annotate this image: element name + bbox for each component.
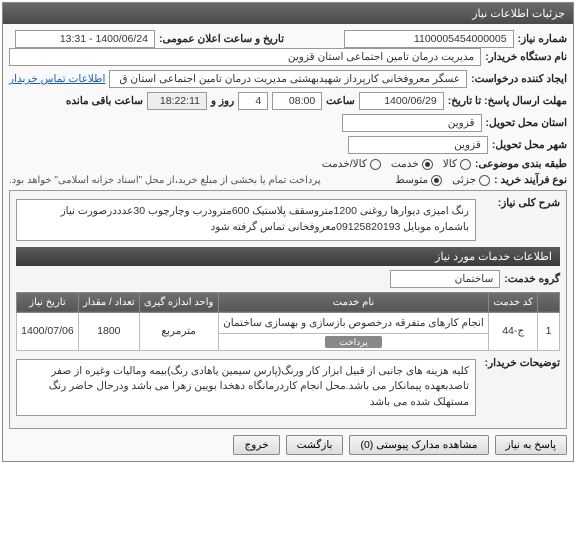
row-buyer-org: نام دستگاه خریدار: مدیریت درمان تامین اج…	[9, 48, 567, 66]
th-qty: تعداد / مقدار	[78, 292, 139, 312]
radio-kala-label: کالا	[443, 158, 457, 170]
radio-khadamat-label: خدمت	[391, 158, 419, 170]
service-group-label: گروه خدمت:	[504, 273, 560, 285]
delivery-province-field: قزوین	[342, 114, 482, 132]
requester-label: ایجاد کننده درخواست:	[471, 73, 567, 85]
exit-button[interactable]: خروج	[233, 435, 279, 455]
cell-prepay: پرداخت	[218, 333, 489, 350]
table-row: 1 ج-44 انجام کارهای متفرقه درخصوص بازساز…	[17, 312, 560, 333]
day-field: 4	[238, 92, 268, 110]
details-panel: جزئیات اطلاعات نیاز شماره نیاز: 11000054…	[2, 2, 574, 462]
table-header-row: کد خدمت نام خدمت واحد اندازه گیری تعداد …	[17, 292, 560, 312]
remain-time-field: 18:22:11	[147, 92, 207, 110]
panel-body: شماره نیاز: 1100005454000005 تاریخ و ساع…	[3, 24, 573, 461]
deadline-date-field: 1400/06/29	[359, 92, 444, 110]
row-subject-type: طبقه بندی موضوعی: کالا خدمت کالا/خدمت	[9, 158, 567, 170]
th-code: کد خدمت	[489, 292, 538, 312]
button-row: پاسخ به نیاز مشاهده مدارک پیوستی (0) باز…	[9, 435, 567, 455]
cell-code: ج-44	[489, 312, 538, 350]
th-date: تاریخ نیاز	[17, 292, 79, 312]
deadline-label: مهلت ارسال پاسخ: تا تاریخ:	[448, 95, 567, 107]
radio-mosavi[interactable]: کالا/خدمت	[322, 158, 381, 170]
subject-type-label: طبقه بندی موضوعی:	[475, 158, 567, 170]
row-delivery-city: شهر محل تحویل: قزوین	[9, 136, 567, 154]
buyer-org-field: مدیریت درمان تامین اجتماعی استان قزوین	[9, 48, 481, 66]
time-label: ساعت	[326, 95, 355, 107]
buyer-contact-link[interactable]: اطلاعات تماس خریدار	[9, 73, 105, 85]
row-delivery-province: استان محل تحویل: قزوین	[9, 114, 567, 132]
attachments-button[interactable]: مشاهده مدارک پیوستی (0)	[349, 435, 488, 455]
services-table: کد خدمت نام خدمت واحد اندازه گیری تعداد …	[16, 292, 560, 351]
row-service-group: گروه خدمت: ساختمان	[16, 270, 560, 288]
time-field: 08:00	[272, 92, 322, 110]
th-num	[538, 292, 560, 312]
radio-mosavi-label: کالا/خدمت	[322, 158, 367, 170]
buyer-notes-box: کلیه هزینه های جانبی از قبیل ابزار کار و…	[16, 359, 476, 416]
services-section-head: اطلاعات خدمات مورد نیاز	[16, 247, 560, 266]
delivery-province-label: استان محل تحویل:	[486, 117, 567, 129]
cell-qty: 1800	[78, 312, 139, 350]
reply-button[interactable]: پاسخ به نیاز	[495, 435, 567, 455]
cell-num: 1	[538, 312, 560, 350]
buyer-org-label: نام دستگاه خریدار:	[485, 51, 567, 63]
radio-kala[interactable]: کالا	[443, 158, 471, 170]
radio-jozei-label: جزئی	[452, 174, 476, 186]
remain-label: ساعت باقی مانده	[66, 95, 143, 107]
radio-khadamat[interactable]: خدمت	[391, 158, 433, 170]
panel-title: جزئیات اطلاعات نیاز	[3, 3, 573, 24]
row-buyer-notes: توضیحات خریدار: کلیه هزینه های جانبی از …	[16, 357, 560, 418]
day-label: روز و	[211, 95, 234, 107]
announcement-date-field: 1400/06/24 - 13:31	[15, 30, 155, 48]
requester-field: عسگر معروفخانی کارپرداز شهیدبهشتی مدیریت…	[109, 70, 467, 88]
radio-motavaset-label: متوسط	[395, 174, 428, 186]
cell-name: انجام کارهای متفرقه درخصوص بازسازی و بهس…	[218, 312, 489, 333]
request-number-field: 1100005454000005	[344, 30, 514, 48]
general-desc-box: رنگ امیزی دیوارها روغنی 1200متروسقف پلاس…	[16, 199, 476, 241]
delivery-city-label: شهر محل تحویل:	[492, 139, 567, 151]
buyer-notes-label: توضیحات خریدار:	[480, 357, 560, 369]
subject-type-radios: کالا خدمت کالا/خدمت	[322, 158, 471, 170]
process-type-label: نوع فرآیند خرید :	[494, 174, 567, 186]
th-unit: واحد اندازه گیری	[139, 292, 218, 312]
row-1: شماره نیاز: 1100005454000005 تاریخ و ساع…	[9, 30, 567, 48]
row-requester: ایجاد کننده درخواست: عسگر معروفخانی کارپ…	[9, 70, 567, 88]
process-note: پرداخت تمام یا بخشی از مبلغ خرید،از محل …	[9, 175, 321, 186]
announcement-date-label: تاریخ و ساعت اعلان عمومی:	[159, 33, 284, 45]
radio-jozei[interactable]: جزئی	[452, 174, 490, 186]
prepay-badge: پرداخت	[325, 336, 381, 348]
general-desc-label: شرح کلی نیاز:	[480, 197, 560, 209]
cell-unit: مترمربع	[139, 312, 218, 350]
row-process-type: نوع فرآیند خرید : جزئی متوسط پرداخت تمام…	[9, 174, 567, 186]
process-type-radios: جزئی متوسط	[395, 174, 490, 186]
th-name: نام خدمت	[218, 292, 489, 312]
back-button[interactable]: بازگشت	[286, 435, 344, 455]
cell-date: 1400/07/06	[17, 312, 79, 350]
request-number-label: شماره نیاز:	[518, 33, 567, 45]
inner-panel: شرح کلی نیاز: رنگ امیزی دیوارها روغنی 12…	[9, 190, 567, 429]
row-deadline: مهلت ارسال پاسخ: تا تاریخ: 1400/06/29 سا…	[9, 92, 567, 110]
service-group-field: ساختمان	[390, 270, 500, 288]
delivery-city-field: قزوین	[348, 136, 488, 154]
radio-motavaset[interactable]: متوسط	[395, 174, 442, 186]
row-general-desc: شرح کلی نیاز: رنگ امیزی دیوارها روغنی 12…	[16, 197, 560, 243]
